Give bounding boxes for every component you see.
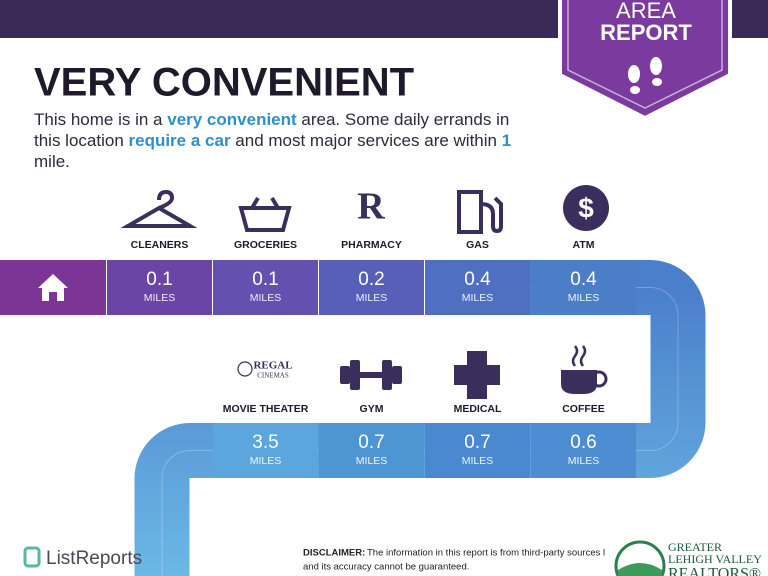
desc-highlight: require a car	[128, 131, 231, 150]
steam	[571, 345, 587, 367]
disclaimer: The information in this report is from t…	[367, 548, 605, 559]
disclaimer-label: DISCLAIMER:	[303, 548, 365, 559]
distance-cell	[531, 260, 636, 315]
desc-highlight: 1	[501, 131, 512, 150]
place-label: GAS	[466, 239, 489, 251]
distance: 0.4	[570, 269, 597, 290]
road-edge	[161, 287, 679, 576]
place-label: MOVIE THEATER	[223, 403, 309, 415]
icons-solid: R $	[237, 185, 609, 399]
distance-cell	[531, 423, 636, 478]
distance-unit: MILES	[462, 455, 494, 467]
place-label: MEDICAL	[454, 403, 502, 415]
distance: 0.4	[464, 269, 491, 290]
regal-logo: REGAL	[253, 360, 292, 372]
distance: 0.7	[464, 432, 490, 453]
distance: 3.5	[252, 432, 278, 453]
realtor-text: GREATER	[668, 540, 722, 554]
distance-unit: MILES	[144, 292, 176, 304]
place-label: CLEANERS	[131, 239, 189, 251]
distance-unit: MILES	[356, 455, 388, 467]
distance: 0.1	[252, 269, 278, 290]
regal-logo: CINEMAS	[257, 372, 289, 380]
distance-cell	[213, 260, 318, 315]
icons	[120, 189, 503, 234]
distance: 0.6	[570, 432, 596, 453]
distance: 0.7	[358, 432, 384, 453]
badge-line: REPORT	[600, 20, 692, 45]
distance-cell	[319, 260, 424, 315]
footer: ListReports DISCLAIMER: The information …	[23, 540, 762, 576]
distance-cell	[319, 423, 424, 478]
desc-highlight: very convenient	[167, 110, 297, 129]
place-label: COFFEE	[562, 403, 605, 415]
home-icon	[38, 274, 68, 301]
distance-cell	[213, 423, 318, 478]
place-label: ATM	[573, 239, 595, 251]
distance-unit: MILES	[250, 455, 282, 467]
distance-unit: MILES	[568, 292, 600, 304]
badge: AREA REPORT	[558, 0, 732, 121]
realtor-text: REALTORS®	[668, 566, 761, 576]
distance-unit: MILES	[462, 292, 494, 304]
place-label: GYM	[360, 403, 384, 415]
distance-cell	[425, 423, 530, 478]
desc-text: mile.	[34, 152, 70, 171]
distance-cell	[107, 260, 212, 315]
desc-text: This home is in a	[34, 110, 168, 129]
brand: ListReports	[46, 548, 142, 569]
heading: VERY CONVENIENT	[34, 61, 414, 105]
svg-text:$: $	[578, 192, 594, 223]
distance-unit: MILES	[568, 455, 600, 467]
distance-unit: MILES	[250, 292, 282, 304]
disclaimer: and its accuracy cannot be guaranteed.	[303, 562, 469, 573]
realtor-logo	[618, 563, 662, 576]
distance: 0.1	[146, 269, 172, 290]
distance-unit: MILES	[356, 292, 388, 304]
desc-text: and most major services are within	[230, 131, 502, 150]
distance-cell	[425, 260, 530, 315]
realtor-text: LEHIGH VALLEY	[668, 552, 762, 566]
brand-icon	[23, 546, 41, 568]
desc-text: area. Some daily errands in this locatio…	[34, 110, 510, 150]
place-label: PHARMACY	[341, 239, 402, 251]
road	[134, 260, 706, 576]
svg-text:R: R	[357, 186, 385, 228]
place-label: GROCERIES	[234, 239, 297, 251]
description: This home is in a very convenient area. …	[34, 109, 524, 172]
distance: 0.2	[358, 269, 384, 290]
badge-line: AREA	[616, 0, 676, 23]
